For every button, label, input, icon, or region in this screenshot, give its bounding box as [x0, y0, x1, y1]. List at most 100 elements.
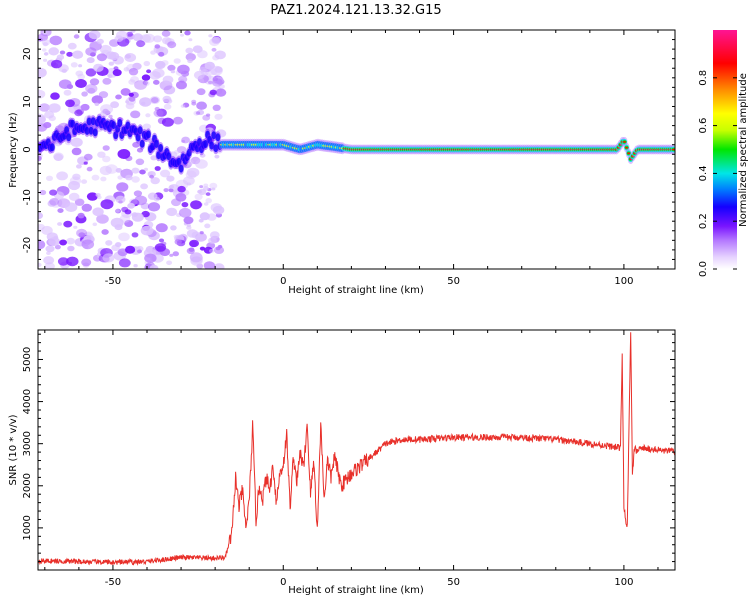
spectrogram-noise-blob — [175, 193, 187, 202]
spectrogram-noise-blob — [49, 197, 63, 208]
spectrogram-noise-blob — [66, 237, 75, 245]
spectrogram-noise-blob — [70, 137, 83, 147]
spectrogram-noise-blob — [143, 60, 151, 67]
spectrogram-noise-blob — [180, 33, 184, 37]
spectrogram-ridge-body — [113, 131, 119, 140]
spectrogram-noise-blob — [84, 153, 93, 161]
spectrogram-noise-blob — [59, 239, 67, 246]
spectrogram-noise-blob — [102, 77, 112, 85]
spectrogram-noise-blob — [139, 97, 152, 107]
spectrogram-noise-blob — [108, 61, 115, 66]
colorbar-tick-label: 0.4 — [698, 165, 709, 181]
spectrogram-noise-blob — [154, 166, 161, 171]
spectrogram-noise-blob — [124, 53, 137, 62]
spectrogram-noise-blob — [38, 223, 45, 231]
spectrogram-noise-blob — [115, 209, 120, 213]
spectrogram-noise-blob — [115, 94, 122, 100]
spectrogram-noise-blob — [102, 145, 110, 151]
snr-x-tick-label: 100 — [614, 577, 633, 588]
spectrogram-noise-blob — [205, 192, 211, 196]
spectrogram-noise-blob — [173, 58, 181, 64]
spectrogram-noise-blob — [195, 111, 201, 115]
snr-frame — [37, 329, 676, 571]
spectrogram-noise-blob — [43, 256, 55, 265]
spectrogram-noise-blob — [128, 92, 134, 97]
spectrogram-noise-blob — [132, 62, 142, 70]
spectrogram-noise-blob — [196, 88, 206, 96]
spectrogram-noise-blob — [185, 47, 194, 54]
spectrogram-noise-blob — [208, 34, 213, 38]
spectrogram-noise-blob — [210, 203, 222, 212]
spectrogram-noise-blob — [144, 167, 148, 171]
spectrogram-noise-blob — [89, 78, 100, 86]
spectrogram-noise-blob — [140, 183, 149, 190]
spectrogram-noise-blob — [215, 246, 221, 251]
spectrogram-noise-blob — [48, 115, 56, 122]
spectrogram-noise-blob — [47, 200, 57, 207]
spectrogram-ridge-body — [156, 151, 162, 160]
spectrogram-noise-blob — [38, 103, 50, 112]
spectrogram-noise-blob — [131, 176, 140, 183]
spectrogram-noise-blob — [212, 104, 221, 112]
spectrogram-noise-blob — [158, 51, 165, 57]
spectrogram-noise-blob — [178, 75, 188, 83]
spectrogram-noise-blob — [38, 67, 47, 78]
spectrogram-noise-blob — [162, 75, 174, 84]
spectrogram-ridge-body — [150, 142, 155, 151]
spectrogram-noise-blob — [53, 153, 64, 161]
spectrogram-noise-blob — [105, 51, 117, 60]
snr-y-tick-label: 4000 — [22, 389, 33, 414]
spectrogram-noise-blob — [150, 155, 158, 161]
figure-title: PAZ1.2024.121.13.32.G15 — [270, 3, 441, 18]
spectrogram-noise-blob — [75, 79, 87, 88]
spectrogram-ridge-body — [137, 126, 143, 135]
spectrogram-noise-blob — [162, 95, 172, 103]
spectrogram-ridge-body — [139, 139, 145, 148]
spectrogram-noise-blob — [160, 169, 171, 178]
spectrogram-noise-blob — [118, 232, 130, 242]
spectrogram-noise-blob — [128, 68, 139, 76]
colorbar-tick-label: 0.0 — [698, 261, 709, 277]
snr-y-ticks: 1000 2000 3000 4000 5000 — [22, 333, 675, 571]
spectrogram-noise-blob — [153, 79, 160, 85]
spectrogram-noise-blob — [141, 210, 150, 218]
spectrogram-noise-blob — [196, 101, 208, 110]
spectrogram-noise-blob — [134, 80, 147, 90]
spec-y-tick-label: 10 — [22, 95, 33, 108]
spectrogram-noise-blob — [130, 76, 139, 83]
spectrogram-noise-blob — [100, 104, 114, 115]
spectrogram-noise-blob — [83, 161, 88, 165]
spectrogram-noise-blob — [169, 185, 175, 189]
spectrogram-noise-blob — [131, 167, 140, 174]
spectrogram-noise-blob — [49, 189, 58, 196]
spectrogram-noise-blob — [123, 67, 130, 72]
spectrogram-noise-blob — [194, 193, 203, 200]
spectrogram-noise-blob — [125, 174, 133, 181]
spectrogram-noise-blob — [166, 207, 178, 217]
spectrogram-ridge-body — [64, 126, 69, 135]
spectrogram-noise-blob — [178, 207, 192, 218]
spectrogram-noise-blob — [43, 52, 49, 56]
spectrogram-noise-blob — [173, 234, 179, 239]
spectrogram-noise-blob — [131, 232, 139, 238]
spectrogram-noise-blob — [158, 238, 165, 243]
spectrogram-noise-blob — [208, 80, 213, 85]
spectrogram-noise-blob — [88, 30, 101, 40]
spectrogram-ridge-body — [154, 139, 159, 148]
spec-x-tick-label: 50 — [447, 276, 460, 287]
spectrogram-noise-blob — [161, 117, 174, 127]
spectrogram-noise-blob — [174, 239, 182, 245]
spectrogram-ridge-body — [66, 133, 72, 142]
spectrogram-noise-blob — [183, 176, 195, 186]
spectrogram-noise-blob — [92, 207, 104, 217]
spectrogram-noise-blob — [64, 202, 78, 212]
spectrogram-noise-blob — [49, 35, 63, 46]
spectrogram-ridge-body — [49, 143, 55, 152]
snr-x-axis-label: Height of straight line (km) — [288, 585, 424, 596]
spectrogram-noise-blob — [126, 31, 133, 37]
spectrogram-noise-blob — [51, 59, 63, 69]
spectrogram-noise-blob — [116, 182, 129, 192]
spectrogram-noise-blob — [177, 64, 190, 75]
spectrogram-noise-blob — [191, 101, 197, 106]
spectrogram-noise-blob — [214, 154, 220, 159]
